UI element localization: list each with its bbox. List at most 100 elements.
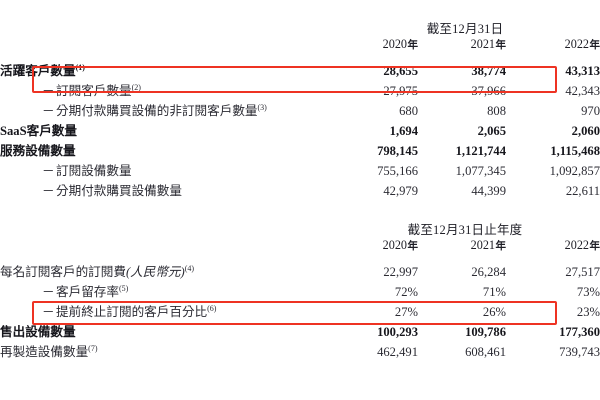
row-label: SaaS客戶數量 bbox=[0, 121, 330, 141]
column-header-2021-year: 2021 bbox=[470, 37, 495, 51]
row-dash-icon: － bbox=[42, 305, 55, 319]
year-header-spacer bbox=[0, 238, 330, 253]
table-row-early-termination-percentage: －提前終止訂閱的客戶百分比(6) 27% 26% 23% bbox=[0, 302, 600, 322]
row-label: －訂閱設備數量 bbox=[0, 161, 330, 181]
spacer-row bbox=[0, 253, 600, 262]
section-1-span-header-row: 截至12月31日 bbox=[0, 18, 600, 37]
row-label: －客戶留存率(5) bbox=[0, 282, 330, 302]
row-label-text: 客戶留存率 bbox=[56, 285, 119, 299]
row-label-text: 訂閱客戶數量 bbox=[56, 84, 132, 98]
spacer-row bbox=[0, 0, 600, 18]
row-value-2021: 26% bbox=[482, 305, 506, 319]
row-value-2021: 44,399 bbox=[471, 184, 506, 198]
row-dash-icon: － bbox=[42, 184, 55, 198]
column-header-2021: 2021年 bbox=[418, 238, 506, 253]
table-row-subscription-devices: －訂閱設備數量 755,166 1,077,345 1,092,857 bbox=[0, 161, 600, 181]
row-label: 活躍客戶數量(1) bbox=[0, 61, 330, 81]
table-row-remanufactured-devices: 再製造設備數量(7) 462,491 608,461 739,743 bbox=[0, 342, 600, 362]
table-row-installment-nonsubscription-customers: －分期付款購買設備的非訂閱客戶數量(3) 680 808 970 bbox=[0, 101, 600, 121]
row-footnote-marker: (7) bbox=[88, 343, 98, 353]
row-dash-icon: － bbox=[42, 285, 55, 299]
section-1-span-header: 截至12月31日 bbox=[426, 22, 504, 36]
column-header-2022-unit: 年 bbox=[589, 241, 600, 252]
row-label: －分期付款購買設備數量 bbox=[0, 181, 330, 201]
row-value-2022: 43,313 bbox=[565, 64, 600, 78]
row-value-2020: 42,979 bbox=[383, 184, 418, 198]
row-value-2020: 72% bbox=[394, 285, 418, 299]
row-label-text: 售出設備數量 bbox=[0, 325, 76, 339]
column-header-2020: 2020年 bbox=[330, 37, 418, 52]
table-row-devices-in-service: 服務設備數量 798,145 1,121,744 1,115,468 bbox=[0, 141, 600, 161]
row-label: 每名訂閱客戶的訂閱費(人民幣元)(4) bbox=[0, 262, 330, 282]
row-dash-icon: － bbox=[42, 84, 55, 98]
row-value-2022: 2,060 bbox=[571, 124, 600, 138]
row-value-2021: 109,786 bbox=[465, 325, 506, 339]
column-header-2021: 2021年 bbox=[418, 37, 506, 52]
row-label: 售出設備數量 bbox=[0, 322, 330, 342]
row-label-text: 分期付款購買設備的非訂閱客戶數量 bbox=[56, 104, 258, 118]
table-row-installment-devices: －分期付款購買設備數量 42,979 44,399 22,611 bbox=[0, 181, 600, 201]
row-label-text: 每名訂閱客戶的訂閱費 bbox=[0, 265, 126, 279]
row-footnote-marker: (6) bbox=[207, 303, 217, 313]
row-label: 再製造設備數量(7) bbox=[0, 342, 330, 362]
section-2-span-header: 截至12月31日止年度 bbox=[407, 223, 523, 237]
row-value-2022: 27,517 bbox=[565, 265, 600, 279]
row-label: 服務設備數量 bbox=[0, 141, 330, 161]
span-header-spacer bbox=[0, 18, 330, 37]
column-header-2020-unit: 年 bbox=[407, 241, 419, 252]
section-2-year-header-row: 2020年 2021年 2022年 bbox=[0, 238, 600, 253]
row-value-2022: 177,360 bbox=[559, 325, 600, 339]
table-row-subscription-fee-per-customer: 每名訂閱客戶的訂閱費(人民幣元)(4) 22,997 26,284 27,517 bbox=[0, 262, 600, 282]
row-label-currency-note: (人民幣元) bbox=[125, 265, 185, 279]
operating-data-table-as-of-date: 截至12月31日 2020年 2021年 2022年 活躍客戶數量(1) 28,… bbox=[0, 0, 600, 201]
column-header-2021-unit: 年 bbox=[495, 40, 507, 51]
column-header-2020-year: 2020 bbox=[382, 238, 407, 252]
section-2-span-header-row: 截至12月31日止年度 bbox=[0, 219, 600, 238]
row-footnote-marker: (1) bbox=[75, 62, 85, 72]
row-label-text: 提前終止訂閱的客戶百分比 bbox=[56, 305, 208, 319]
row-value-2022: 970 bbox=[581, 104, 600, 118]
row-dash-icon: － bbox=[42, 164, 55, 178]
row-value-2021: 1,077,345 bbox=[455, 164, 506, 178]
row-value-2020: 680 bbox=[399, 104, 418, 118]
row-label: －提前終止訂閱的客戶百分比(6) bbox=[0, 302, 330, 322]
row-value-2020: 100,293 bbox=[377, 325, 418, 339]
row-footnote-marker: (4) bbox=[184, 263, 195, 273]
row-label-text: 分期付款購買設備數量 bbox=[56, 184, 182, 198]
row-label-text: 活躍客戶數量 bbox=[0, 64, 76, 78]
column-header-2022-year: 2022 bbox=[564, 37, 589, 51]
row-value-2022: 1,115,468 bbox=[550, 144, 600, 158]
row-label-text: SaaS客戶數量 bbox=[0, 124, 77, 138]
span-header-spacer bbox=[0, 219, 330, 238]
row-label: －分期付款購買設備的非訂閱客戶數量(3) bbox=[0, 101, 330, 121]
row-value-2020: 28,655 bbox=[383, 64, 418, 78]
table-row-devices-sold: 售出設備數量 100,293 109,786 177,360 bbox=[0, 322, 600, 342]
operating-data-table-for-the-year: 截至12月31日止年度 2020年 2021年 2022年 每名訂閱客戶的訂閱費… bbox=[0, 201, 600, 362]
row-value-2021: 26,284 bbox=[471, 265, 506, 279]
row-label-text: 服務設備數量 bbox=[0, 144, 76, 158]
column-header-2020: 2020年 bbox=[330, 238, 418, 253]
table-row-saas-customers: SaaS客戶數量 1,694 2,065 2,060 bbox=[0, 121, 600, 141]
row-value-2020: 755,166 bbox=[377, 164, 418, 178]
table-row-customer-retention-rate: －客戶留存率(5) 72% 71% 73% bbox=[0, 282, 600, 302]
column-header-2022: 2022年 bbox=[506, 37, 600, 52]
row-dash-icon: － bbox=[42, 104, 55, 118]
column-header-2022-unit: 年 bbox=[589, 40, 600, 51]
section-1-year-header-row: 2020年 2021年 2022年 bbox=[0, 37, 600, 52]
row-label: －訂閱客戶數量(2) bbox=[0, 81, 330, 101]
row-value-2020: 1,694 bbox=[389, 124, 418, 138]
table-row-subscription-customers: －訂閱客戶數量(2) 27,975 37,966 42,343 bbox=[0, 81, 600, 101]
row-value-2020: 27% bbox=[394, 305, 418, 319]
spacer-row bbox=[0, 52, 600, 61]
row-label-text: 再製造設備數量 bbox=[0, 345, 89, 359]
year-header-spacer bbox=[0, 37, 330, 52]
column-header-2022: 2022年 bbox=[506, 238, 600, 253]
spacer-row bbox=[0, 201, 600, 219]
row-label-text: 訂閱設備數量 bbox=[56, 164, 132, 178]
row-value-2021: 37,966 bbox=[471, 84, 506, 98]
row-value-2020: 798,145 bbox=[377, 144, 418, 158]
row-footnote-marker: (5) bbox=[118, 283, 129, 293]
row-value-2021: 71% bbox=[482, 285, 506, 299]
row-value-2020: 27,975 bbox=[383, 84, 418, 98]
